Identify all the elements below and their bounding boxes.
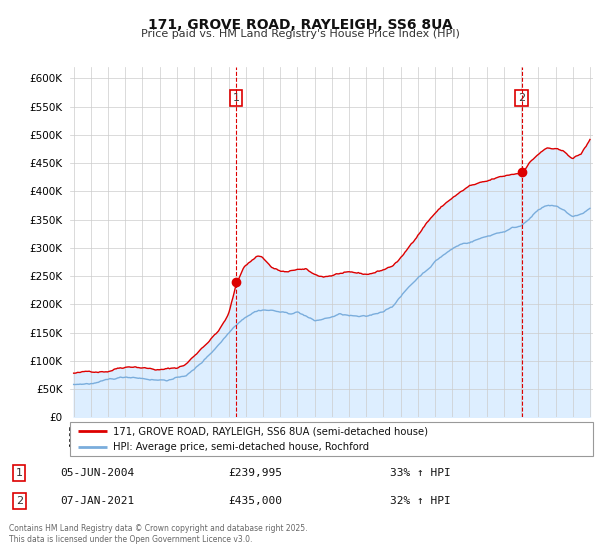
Text: Contains HM Land Registry data © Crown copyright and database right 2025.: Contains HM Land Registry data © Crown c… [9, 524, 308, 533]
Text: £239,995: £239,995 [228, 468, 282, 478]
Text: 171, GROVE ROAD, RAYLEIGH, SS6 8UA (semi-detached house): 171, GROVE ROAD, RAYLEIGH, SS6 8UA (semi… [113, 426, 428, 436]
Text: 05-JUN-2004: 05-JUN-2004 [60, 468, 134, 478]
Text: 33% ↑ HPI: 33% ↑ HPI [390, 468, 451, 478]
Text: 2: 2 [518, 94, 525, 103]
Text: 2: 2 [16, 496, 23, 506]
Text: 32% ↑ HPI: 32% ↑ HPI [390, 496, 451, 506]
Text: This data is licensed under the Open Government Licence v3.0.: This data is licensed under the Open Gov… [9, 535, 253, 544]
FancyBboxPatch shape [70, 422, 593, 456]
Text: 07-JAN-2021: 07-JAN-2021 [60, 496, 134, 506]
Text: 1: 1 [16, 468, 23, 478]
Text: Price paid vs. HM Land Registry's House Price Index (HPI): Price paid vs. HM Land Registry's House … [140, 29, 460, 39]
Text: £435,000: £435,000 [228, 496, 282, 506]
Text: 1: 1 [232, 94, 239, 103]
Text: 171, GROVE ROAD, RAYLEIGH, SS6 8UA: 171, GROVE ROAD, RAYLEIGH, SS6 8UA [148, 18, 452, 32]
Text: HPI: Average price, semi-detached house, Rochford: HPI: Average price, semi-detached house,… [113, 442, 369, 452]
